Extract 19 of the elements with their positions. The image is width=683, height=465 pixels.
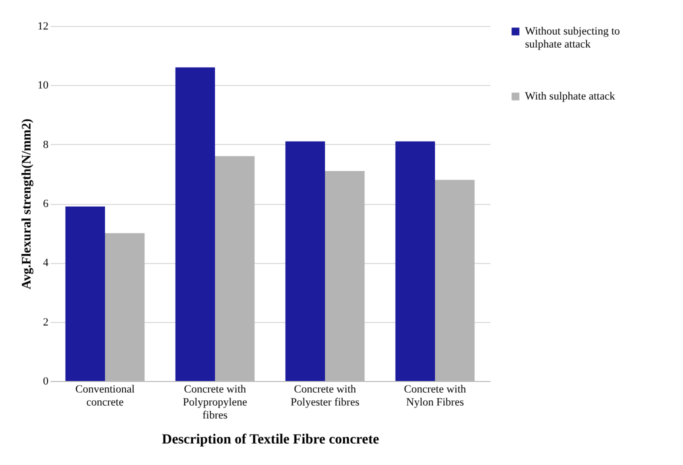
bar [65,206,105,381]
y-tick-label: 12 [38,20,48,32]
y-tick-label: 10 [38,80,49,92]
x-axis-title: Description of Textile Fibre concrete [162,432,380,448]
bar [175,67,215,381]
x-tick-label: Concrete with Nylon Fibres [404,384,466,408]
bar [285,141,325,381]
y-tick-label: 6 [43,198,49,210]
legend-label: Without subjecting to sulphate attack [525,26,620,50]
bar [395,141,435,381]
y-tick-label: 0 [43,376,49,388]
y-tick-label: 4 [43,257,49,270]
x-tick-label: Concrete with Polyester fibres [290,384,360,408]
y-axis-title: Avg.Flexural strength(N/mm2) [18,118,34,290]
legend-label: With sulphate attack [525,90,616,102]
x-tick-label: Conventional concrete [75,384,135,408]
x-tick-label: Concrete with Polypropylene fibres [182,384,248,422]
y-tick-label: 2 [43,316,48,328]
y-tick-label: 8 [43,138,49,151]
